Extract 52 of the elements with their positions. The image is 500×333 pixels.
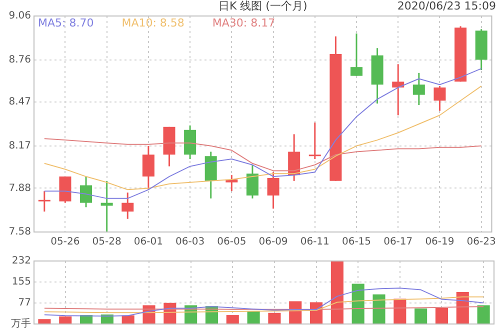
x-tick-label: 06-15	[342, 236, 372, 248]
bar	[59, 316, 72, 324]
y-tick-label: 232	[12, 256, 31, 267]
bar	[226, 315, 239, 324]
candlestick	[350, 32, 362, 77]
x-tick-label: 06-19	[425, 236, 454, 248]
text: 2020/06/23 15:09	[397, 0, 496, 12]
candlestick	[80, 176, 92, 208]
candlestick	[308, 122, 321, 160]
candlestick	[288, 133, 300, 182]
x-tick-label: 06-03	[176, 236, 205, 248]
text: MA5: 8.70	[38, 16, 94, 30]
y-tick-label: 155	[12, 276, 31, 288]
x-tick-label: 06-11	[300, 236, 330, 248]
bar	[477, 305, 490, 324]
x-tick-label: 06-01	[134, 236, 163, 248]
text: MA30: 8.17	[212, 16, 276, 30]
x-tick-label: 06-05	[217, 236, 246, 248]
x-tick-label: 06-17	[384, 236, 413, 248]
bar	[435, 308, 448, 324]
bar	[122, 315, 134, 324]
candlestick	[142, 145, 154, 190]
candlestick	[38, 190, 50, 212]
candlestick	[412, 72, 425, 106]
candlestick	[267, 171, 280, 210]
bar	[330, 261, 344, 324]
y-tick-label: 77	[18, 298, 31, 309]
bar	[372, 294, 386, 324]
x-tick-label: 06-23	[466, 236, 496, 248]
bar	[352, 284, 364, 324]
candlestick	[392, 63, 404, 116]
x-tick-label: 05-26	[50, 236, 80, 248]
y-tick-label: 9.06	[8, 10, 31, 22]
bar	[394, 298, 406, 324]
candlestick	[122, 192, 134, 220]
x-tick-label: 05-28	[92, 236, 122, 248]
y-tick-label: 万手	[11, 318, 31, 330]
bar	[247, 310, 260, 324]
bar	[289, 301, 302, 324]
candlestick	[434, 85, 446, 112]
y-tick-label: 7.88	[8, 182, 31, 194]
y-tick-label: 8.17	[8, 140, 31, 152]
text: MA10: 8.58	[122, 16, 184, 30]
candlestick	[246, 164, 258, 200]
y-tick-label: 8.76	[8, 54, 31, 66]
x-tick-label: 06-09	[258, 236, 288, 248]
bar	[268, 312, 281, 324]
bar	[414, 308, 428, 324]
y-tick-label: 8.47	[8, 96, 31, 108]
y-tick-label: 7.58	[8, 226, 31, 238]
bar	[38, 319, 51, 324]
chart-title: 日K 线图 (一个月)	[218, 0, 308, 12]
